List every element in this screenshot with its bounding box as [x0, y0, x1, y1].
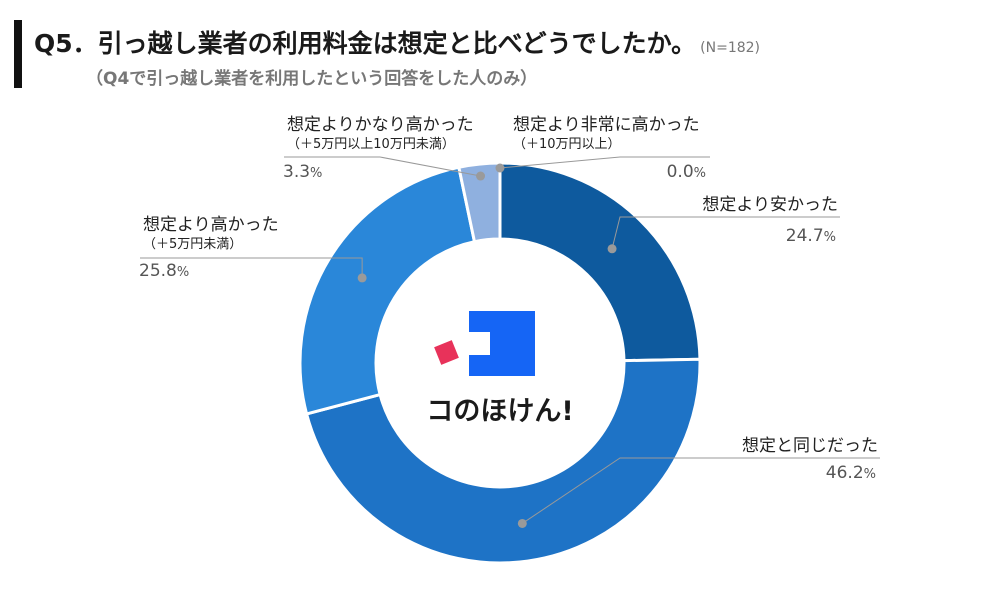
logo: コのほけん!: [426, 311, 574, 427]
slice-2: [304, 357, 702, 565]
category-label-4: 想定よりかなり高かった: [287, 115, 474, 135]
slices-group: [298, 161, 702, 565]
page-title: Q5．引っ越し業者の利用料金は想定と比べどうでしたか。 (N=182): [34, 24, 760, 60]
category-label-5: 想定より非常に高かった: [513, 115, 700, 135]
leader-line-2: [522, 457, 880, 524]
leaders-group: [140, 156, 880, 528]
labels-group: 想定より安かった 24.7% 想定と同じだった 46.2% 想定より高かった （＋5万円未…: [139, 115, 878, 483]
value-label-1: 24.7%: [786, 226, 836, 246]
sample-size: (N=182): [700, 40, 761, 56]
logo-red-mark: [434, 340, 459, 365]
slice-1: [498, 161, 702, 363]
title-accent-bar: [14, 20, 22, 88]
leader-dot-4: [476, 171, 486, 181]
category-sublabel-3: （＋5万円未満）: [143, 237, 242, 252]
slice-3: [298, 165, 477, 416]
leader-line-5: [499, 156, 710, 169]
leader-dot-2: [517, 518, 527, 528]
value-label-5: 0.0%: [667, 162, 706, 182]
category-label-2: 想定と同じだった: [742, 436, 878, 456]
value-label-2: 46.2%: [826, 463, 876, 483]
leader-line-4: [284, 156, 481, 177]
logo-text: コのほけん!: [426, 396, 573, 427]
leader-line-1: [611, 216, 840, 249]
leader-dot-3: [357, 273, 367, 283]
title-text: Q5．引っ越し業者の利用料金は想定と比べどうでしたか。: [34, 29, 697, 58]
leader-line-3: [140, 257, 363, 278]
leader-dot-1: [607, 244, 617, 254]
value-label-3: 25.8%: [139, 261, 189, 281]
category-sublabel-5: （＋10万円以上）: [513, 137, 621, 152]
category-label-3: 想定より高かった: [143, 215, 279, 235]
slice-4: [457, 161, 502, 244]
logo-blue-mark: [469, 311, 535, 376]
category-label-1: 想定より安かった: [702, 195, 838, 215]
page-subtitle: （Q4で引っ越し業者を利用したという回答をした人のみ）: [86, 69, 538, 89]
category-sublabel-4: （＋5万円以上10万円未満）: [287, 137, 455, 152]
leader-dot-5: [495, 163, 505, 173]
value-label-4: 3.3%: [283, 162, 322, 182]
